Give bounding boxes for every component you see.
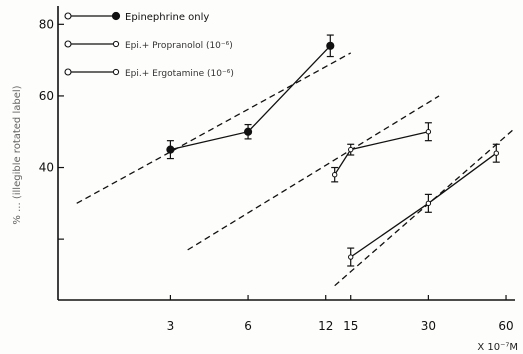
series-line [350,152,497,258]
y-tick-label: 60 [39,89,54,103]
fit-lines [76,52,516,287]
data-points [166,41,499,260]
legend-label: Epinephrine only [125,12,209,23]
x-tick-label: 30 [421,319,436,333]
axes [57,6,515,301]
fit-line [76,52,352,204]
fit-line [334,127,516,287]
data-point [348,254,354,260]
legend-marker-filled [111,11,121,21]
legend-marker-open [64,40,72,48]
data-point [493,150,499,156]
tick-labels: 40 60 80 3 6 12 15 30 60 X 10⁻⁷M % ... (illegible … [12,17,518,353]
y-tick-label: 80 [39,17,54,31]
data-point [425,129,432,135]
x-tick-label: 3 [167,319,175,333]
legend-marker-open [112,68,120,76]
legend-marker-open [64,12,72,20]
legend-label: Epi.+ Propranolol (10⁻⁶) [125,41,233,51]
series-line [334,131,429,176]
x-tick-label: 15 [343,319,358,333]
x-axis-title: X 10⁻⁷M [477,342,518,353]
legend-marker-open [112,40,120,48]
data-point [425,200,432,207]
data-point [243,127,253,136]
x-tick-label: 6 [244,319,252,333]
legend-marker-open [64,68,72,76]
x-tick-label: 12 [318,319,333,333]
error-bars [166,34,500,267]
legend-label: Epi.+ Ergotamine (10⁻⁶) [125,69,234,79]
y-axis-title: % ... (illegible rotated label) [12,85,23,224]
data-point [348,146,354,153]
data-point [331,171,338,178]
data-point [326,41,335,50]
fit-line [187,95,440,251]
data-point [166,145,175,154]
y-tick-label: 40 [39,161,54,175]
x-tick-label: 60 [498,319,513,333]
legend: Epinephrine only Epi.+ Propranolol (10⁻⁶)… [64,11,234,79]
